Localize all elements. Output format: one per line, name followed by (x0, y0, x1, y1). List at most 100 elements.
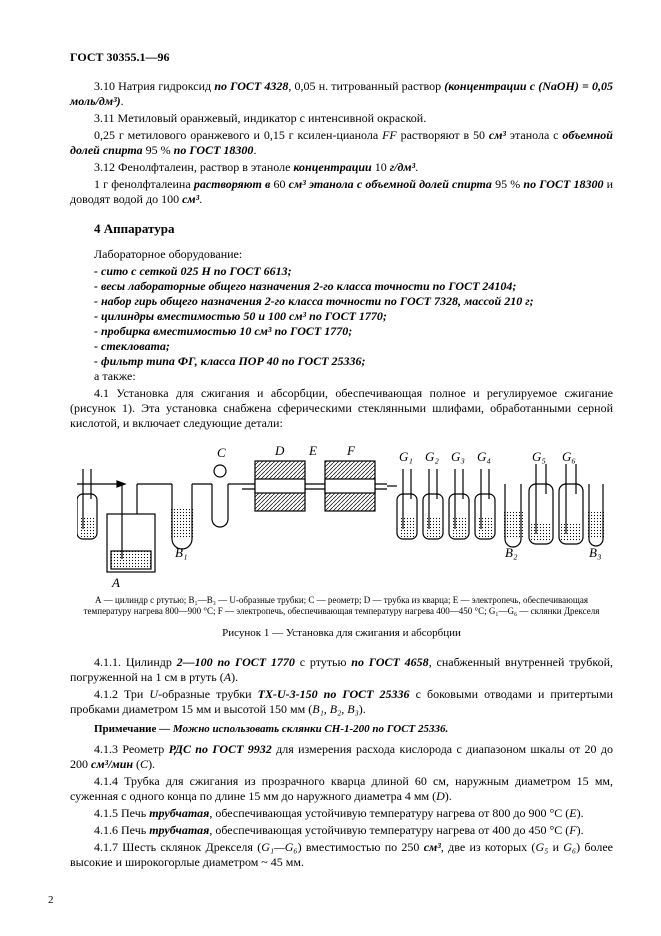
list-item: - фильтр типа ФГ, класса ПОР 40 по ГОСТ … (70, 354, 613, 369)
list-item: - цилиндры вместимостью 50 и 100 см³ по … (70, 309, 613, 324)
para-3-11b: 0,25 г метилового оранжевого и 0,15 г кс… (70, 128, 613, 158)
label-g3: G₃ (451, 449, 465, 464)
symbol: G₁—G₆ (261, 840, 297, 854)
list-item: - весы лабораторные общего назначения 2-… (70, 279, 613, 294)
para-4-1-6: 4.1.6 Печь трубчатая, обеспечивающая уст… (70, 823, 613, 838)
text: 4.1.5 Печь (94, 806, 149, 820)
label-a: A (111, 575, 120, 589)
item-text: пробирка вместимостью 10 см³ по ГОСТ 177… (101, 324, 352, 338)
label-e: E (308, 443, 317, 458)
symbol: E (569, 806, 576, 820)
label-c: C (217, 445, 226, 460)
text: 10 (372, 160, 390, 174)
symbol: G₅ (535, 840, 548, 854)
page: ГОСТ 30355.1—96 3.10 Натрия гидроксид по… (0, 0, 661, 936)
gost-ref: по ГОСТ 4328 (214, 79, 288, 93)
text: 1 г фенолфталеина (94, 177, 194, 191)
list-item: - набор гирь общего назначения 2-го клас… (70, 294, 613, 309)
ref: РДС по ГОСТ 9932 (169, 742, 272, 756)
text: растворяют в 50 (397, 128, 489, 142)
text: . (199, 192, 202, 206)
text: и (548, 840, 563, 854)
text: ( (133, 757, 140, 771)
unit: см³/мин (91, 757, 133, 771)
text: . (253, 143, 256, 157)
para-3-10: 3.10 Натрия гидроксид по ГОСТ 4328, 0,05… (70, 79, 613, 109)
gost-ref: по ГОСТ 18300 (174, 143, 254, 157)
symbol: С (140, 757, 148, 771)
label-g2: G₂ (425, 449, 439, 464)
text: 4.1.6 Печь (94, 823, 149, 837)
para-3-12: 3.12 Фенолфталеин, раствор в этаноле кон… (70, 160, 613, 175)
text: , обеспечивающая устойчивую температуру … (209, 806, 569, 820)
section-4-title: 4 Аппаратура (70, 221, 613, 237)
para-3-11: 3.11 Метиловый оранжевый, индикатор с ин… (70, 111, 613, 126)
item-text: фильтр типа ФГ, класса ПОР 40 по ГОСТ 25… (101, 354, 366, 368)
text: ). (577, 823, 584, 837)
label-g4: G₄ (477, 449, 491, 464)
term: трубчатая (149, 823, 209, 837)
label-b3: B₃ (589, 545, 601, 560)
symbol: А (224, 670, 231, 684)
page-number: 2 (48, 894, 54, 908)
symbol: U (149, 687, 158, 701)
text: ). (445, 789, 452, 803)
note: Примечание — Можно использовать склянки … (70, 723, 613, 737)
dash: - (94, 279, 101, 293)
item-text: набор гирь общего назначения 2-го класса… (101, 294, 534, 308)
dash: - (94, 264, 101, 278)
text: 4.1.3 Реометр (94, 742, 169, 756)
text: 60 (270, 177, 288, 191)
para-4-1-2: 4.1.2 Три U-образные трубки TX-U-3-150 п… (70, 687, 613, 717)
para-4-1-7: 4.1.7 Шесть склянок Дрекселя (G₁—G₆) вме… (70, 840, 613, 870)
text: 3.10 Натрия гидроксид (94, 79, 214, 93)
text: 4.1.4 Трубка для сжигания из прозрачного… (70, 774, 613, 803)
gost-ref: по ГОСТ 18300 (523, 177, 603, 191)
term: этанола с объемной долей спирта (309, 177, 492, 191)
text: 95 % (492, 177, 523, 191)
text: 4.1.7 Шесть склянок Дрекселя ( (94, 840, 261, 854)
dash: - (94, 354, 101, 368)
symbol: FF (382, 128, 397, 142)
para-4-1-4: 4.1.4 Трубка для сжигания из прозрачного… (70, 774, 613, 804)
unit: см³ (289, 177, 306, 191)
figure-legend: А — цилиндр с ртутью; B₁—B₃ — U-образные… (80, 595, 603, 617)
dash: - (94, 294, 101, 308)
apparatus-diagram: A B₁ C D E F G₁ G₂ G₃ G₄ G₅ G₆ B₂ B₃ (77, 439, 607, 589)
item-text: сито с сеткой 025 Н по ГОСТ 6613; (101, 264, 292, 278)
dash: - (94, 339, 101, 353)
text: 4.1.2 Три (94, 687, 149, 701)
para-3-12b: 1 г фенолфталеина растворяют в 60 см³ эт… (70, 177, 613, 207)
list-item: - сито с сеткой 025 Н по ГОСТ 6613; (70, 264, 613, 279)
symbol: G₆ (563, 840, 576, 854)
label-d: D (274, 443, 285, 458)
list-tail: а также: (70, 369, 613, 384)
text: 4.1.1. Цилиндр (94, 655, 177, 669)
item-text: весы лабораторные общего назначения 2-го… (101, 279, 516, 293)
lab-intro: Лабораторное оборудование: (70, 247, 613, 262)
list-item: - пробирка вместимостью 10 см³ по ГОСТ 1… (70, 324, 613, 339)
text: ) вместимостью по 250 (298, 840, 424, 854)
figure-title: Рисунок 1 — Установка для сжигания и абс… (70, 627, 613, 641)
symbol: B₁, B₂, B₃ (312, 702, 359, 716)
text: . (121, 94, 124, 108)
text: 95 % (143, 143, 174, 157)
doc-header: ГОСТ 30355.1—96 (70, 50, 613, 65)
term: растворяют в (194, 177, 271, 191)
text: -образные трубки (158, 687, 258, 701)
list-item: - стекловата; (70, 339, 613, 354)
label-b1: B₁ (175, 545, 187, 560)
label-b2: B₂ (505, 545, 518, 560)
term: трубчатая (149, 806, 209, 820)
dash: - (94, 309, 101, 323)
item-text: цилиндры вместимостью 50 и 100 см³ по ГО… (101, 309, 387, 323)
symbol: F (569, 823, 576, 837)
note-text: Можно использовать склянки СН-1-200 по Г… (173, 723, 448, 735)
unit: г/дм³ (390, 160, 416, 174)
text: 0,25 г метилового оранжевого и 0,15 г кс… (94, 128, 382, 142)
ref: по ГОСТ 4658 (351, 655, 428, 669)
label-g6: G₆ (562, 449, 576, 464)
text: , две из которых ( (441, 840, 536, 854)
para-4-1-5: 4.1.5 Печь трубчатая, обеспечивающая уст… (70, 806, 613, 821)
text: ). (577, 806, 584, 820)
